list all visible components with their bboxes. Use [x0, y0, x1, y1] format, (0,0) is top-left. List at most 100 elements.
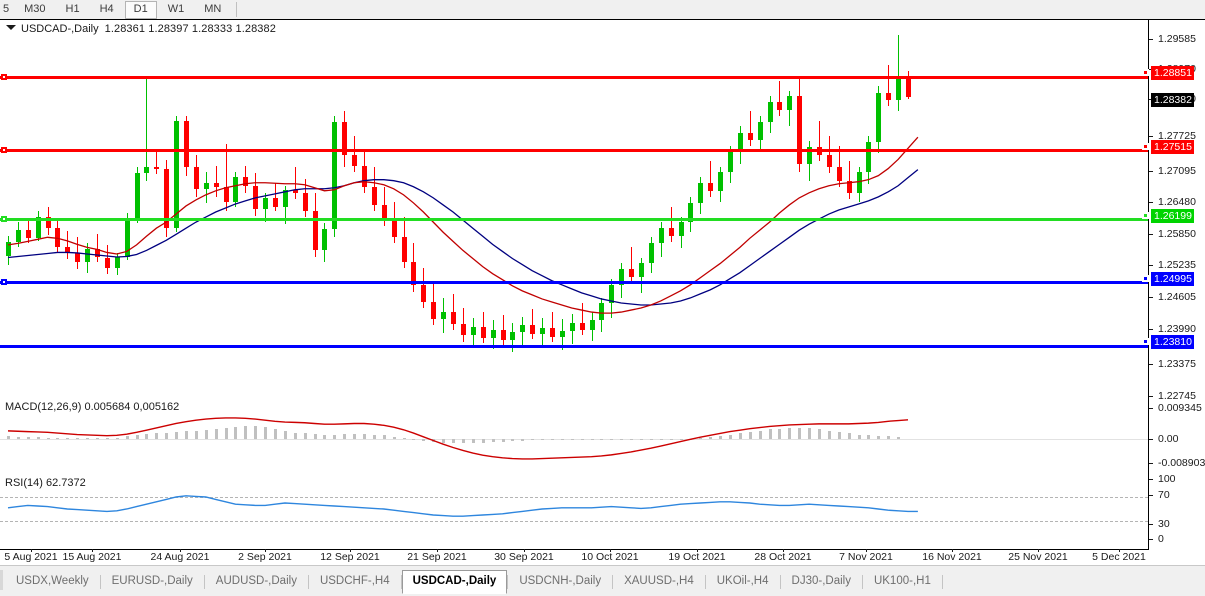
macd-bar	[442, 439, 446, 444]
macd-bar	[204, 430, 208, 439]
price-chart-pane[interactable]: USDCAD-,Daily 1.28361 1.28397 1.28333 1.2…	[0, 20, 1149, 400]
candle	[629, 20, 635, 399]
symbol-tab-usdcnhdaily[interactable]: USDCNH-,Daily	[519, 575, 602, 587]
macd-bar	[501, 439, 505, 442]
price-badge-1.27515[interactable]: 1.27515	[1151, 140, 1194, 154]
candle-body	[579, 323, 585, 331]
symbol-tab-dj30daily[interactable]: DJ30-,Daily	[791, 575, 851, 587]
candle-body	[787, 95, 793, 110]
candle	[322, 20, 328, 399]
price-level-1.27515[interactable]	[0, 147, 1148, 153]
level-drag-handle[interactable]	[1, 216, 7, 222]
scale-level-handle[interactable]	[1142, 275, 1149, 282]
candle	[144, 20, 150, 399]
price-badge-1.28382[interactable]: 1.28382	[1151, 93, 1194, 107]
candle-body	[263, 197, 269, 209]
timeframe-h4[interactable]: H4	[99, 2, 114, 15]
macd-bar	[847, 433, 851, 439]
macd-bar	[214, 429, 218, 439]
macd-bar	[600, 439, 604, 440]
macd-bar	[333, 434, 337, 439]
time-axis-label: 10 Oct 2021	[581, 551, 639, 563]
rsi-pane[interactable]: RSI(14) 62.7372	[0, 475, 1149, 550]
macd-bar	[274, 429, 278, 439]
macd-bar	[758, 430, 762, 439]
candle-body	[757, 122, 763, 141]
price-level-1.26199[interactable]	[0, 216, 1148, 222]
tab-separator	[612, 575, 614, 589]
time-tick	[437, 549, 438, 552]
time-axis-label: 28 Oct 2021	[754, 551, 812, 563]
candle	[164, 20, 170, 399]
scale-level-handle[interactable]	[1142, 69, 1149, 76]
scale-level-handle[interactable]	[1142, 212, 1149, 219]
candle	[500, 20, 506, 399]
time-axis-label: 25 Nov 2021	[1008, 551, 1068, 563]
macd-bar	[66, 438, 70, 439]
macd-bar	[96, 438, 99, 439]
timeframe-h1[interactable]: H1	[65, 2, 80, 15]
symbol-tab-xauusdh4[interactable]: XAUUSD-,H4	[624, 575, 694, 587]
timeframe-w1[interactable]: W1	[167, 2, 185, 15]
candle	[490, 20, 496, 399]
caret-down-icon[interactable]	[6, 25, 16, 30]
indicator-tick-label: 0	[1158, 533, 1164, 545]
timeframe-m30[interactable]: M30	[24, 2, 46, 15]
rsi-level-70	[0, 497, 1148, 498]
price-badge-1.28851[interactable]: 1.28851	[1151, 66, 1194, 80]
price-badge-1.26199[interactable]: 1.26199	[1151, 209, 1194, 223]
candle	[342, 20, 348, 399]
level-drag-handle[interactable]	[1, 147, 7, 153]
rsi-level-30	[0, 521, 1148, 522]
price-level-1.24995[interactable]	[0, 279, 1148, 285]
timeframe-mn[interactable]: MN	[204, 2, 222, 15]
candle-body	[6, 241, 11, 256]
scale-tick	[1149, 136, 1153, 137]
macd-bar	[145, 433, 149, 439]
candle	[698, 20, 704, 399]
scale-level-handle[interactable]	[1142, 338, 1149, 345]
price-badge-1.24995[interactable]: 1.24995	[1151, 272, 1194, 286]
scale-level-handle[interactable]	[1142, 143, 1149, 150]
candle-body	[431, 301, 437, 320]
candle-body	[569, 323, 575, 332]
symbol-tab-audusddaily[interactable]: AUDUSD-,Daily	[215, 575, 297, 587]
symbol-tab-usdchfh4[interactable]: USDCHF-,H4	[319, 575, 390, 587]
price-scale[interactable]: 1.295851.289701.283601.277251.270951.264…	[1142, 20, 1205, 566]
price-level-1.23810[interactable]	[0, 345, 1148, 348]
candle	[807, 20, 813, 399]
time-axis-label: 21 Sep 2021	[407, 551, 467, 563]
time-axis-label: 5 Aug 2021	[4, 551, 58, 563]
macd-pane[interactable]: MACD(12,26,9) 0.005684 0,005162	[0, 399, 1149, 476]
price-tick-label: 1.22745	[1158, 390, 1196, 402]
candle-body	[75, 253, 81, 262]
macd-bar	[659, 439, 663, 440]
level-drag-handle[interactable]	[1, 279, 7, 285]
symbol-tab-eurusddaily[interactable]: EURUSD-,Daily	[111, 575, 193, 587]
price-badge-1.23810[interactable]: 1.23810	[1151, 335, 1194, 349]
candle-body	[876, 92, 882, 143]
candle-wick	[581, 302, 583, 336]
time-tick	[31, 549, 32, 552]
symbol-tab-uk100h1[interactable]: UK100-,H1	[873, 575, 931, 587]
level-drag-handle[interactable]	[1, 74, 7, 80]
scale-tick	[1149, 524, 1153, 525]
timeframe-5[interactable]: 5	[3, 2, 10, 15]
macd-bar	[323, 434, 327, 439]
tabs-scroll-handle[interactable]	[0, 570, 3, 590]
timeframe-d1[interactable]: D1	[124, 0, 157, 19]
symbol-tab-ukoilh4[interactable]: UKOil-,H4	[716, 575, 769, 587]
price-tick-label: 1.26480	[1158, 196, 1196, 208]
time-tick	[1038, 549, 1039, 552]
symbol-tab-usdxweekly[interactable]: USDX,Weekly	[16, 575, 89, 587]
price-level-1.28851[interactable]	[0, 74, 1148, 80]
rsi-polyline	[7, 495, 918, 517]
candle-body	[45, 216, 51, 229]
candle	[431, 20, 437, 399]
candle-body	[371, 186, 377, 205]
candle	[332, 20, 338, 399]
macd-bar	[353, 433, 357, 439]
symbol-tab-usdcaddaily[interactable]: USDCAD-,Daily	[401, 570, 508, 594]
price-tick-label: 1.23990	[1158, 323, 1196, 335]
candle-wick	[631, 247, 633, 282]
